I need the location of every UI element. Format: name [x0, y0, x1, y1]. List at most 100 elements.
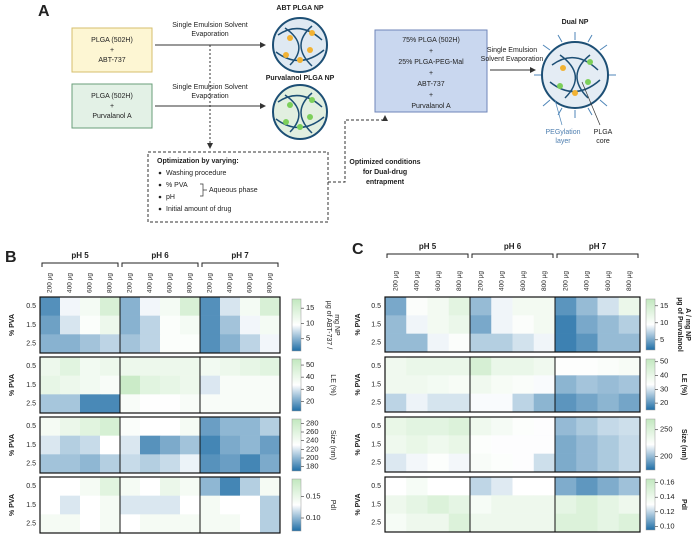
heatmap-cell — [618, 297, 641, 316]
heatmap-cell — [160, 435, 181, 455]
heatmap-cell — [597, 435, 620, 454]
heatmap-cell — [40, 477, 61, 496]
heatmap-cell — [385, 495, 407, 514]
colorbar-tick-label: 5 — [660, 335, 664, 344]
optimized-label: Optimized conditions — [349, 159, 420, 166]
heatmap-cell — [120, 454, 141, 474]
row-label: 2.5 — [371, 520, 381, 527]
heatmap-cell — [260, 315, 281, 335]
row-label: 1.5 — [371, 441, 381, 448]
heatmap-cell — [470, 495, 492, 514]
box-text: + — [429, 92, 433, 99]
heatmap-cell — [220, 394, 241, 414]
heatmap-cell — [260, 357, 281, 376]
colorbar-tick-label: 200 — [306, 453, 319, 462]
heatmap-cell — [406, 333, 428, 353]
heatmap-cell — [100, 315, 121, 335]
heatmap-cell — [140, 435, 161, 455]
y-axis-label: % PVA — [355, 433, 362, 455]
box-text: ABT-737 — [98, 57, 125, 64]
y-axis-label: % PVA — [9, 314, 16, 336]
colorbar — [645, 478, 656, 531]
heatmap-cell — [533, 333, 556, 353]
np-label: ABT PLGA NP — [276, 5, 324, 12]
heatmap-cell — [220, 334, 241, 354]
heatmap-cell — [100, 357, 121, 376]
heatmap-cell — [40, 514, 61, 534]
heatmap-cell — [200, 357, 221, 376]
heatmap-cell — [220, 297, 241, 316]
group-bracket — [121, 262, 199, 267]
heatmap-cell — [100, 495, 121, 515]
group-bracket — [41, 262, 119, 267]
heatmap-cell — [406, 435, 428, 454]
np-abt — [272, 17, 328, 73]
heatmap-cell — [60, 417, 81, 436]
step-label: Single Emulsion Solvent — [172, 84, 248, 91]
heatmap-cell — [160, 495, 181, 515]
block-border — [384, 416, 641, 473]
block-border — [384, 356, 641, 413]
heatmap-cell — [260, 375, 281, 395]
heatmap-cell — [80, 477, 101, 496]
heatmap-cell — [385, 417, 407, 436]
heatmap-cell — [240, 417, 261, 436]
heatmap-cell — [160, 454, 181, 474]
heatmap-cell — [240, 334, 261, 354]
heatmap-cell — [597, 315, 620, 334]
heatmap-cell — [555, 513, 577, 533]
heatmap-cell — [597, 375, 620, 394]
optimized-label: for Dual-drug — [363, 169, 407, 176]
group-label: pH 5 — [419, 242, 437, 251]
heatmap-cell — [385, 375, 407, 394]
column-label: 400 µg — [67, 273, 74, 293]
row-label: 2.5 — [371, 460, 381, 467]
heatmap-cell — [260, 417, 281, 436]
heatmap-cell — [618, 477, 641, 496]
bullet-text: % PVA — [166, 182, 188, 189]
colorbar-tick-label: 220 — [306, 444, 319, 453]
row-label: 1.5 — [26, 442, 36, 449]
heatmap-cell — [140, 315, 161, 335]
colorbar — [645, 418, 656, 471]
heatmap-cell — [140, 417, 161, 436]
column-label: 400 µg — [147, 273, 154, 293]
heatmap-cell — [40, 454, 61, 474]
heatmap-cell — [80, 417, 101, 436]
heatmap-cell — [140, 514, 161, 534]
heatmap-cell — [448, 375, 471, 394]
column-label: 600 µg — [605, 271, 612, 291]
heatmap-cell — [240, 514, 261, 534]
group-label: pH 6 — [504, 242, 522, 251]
heatmap-cell — [491, 297, 513, 316]
y-axis-label: % PVA — [355, 493, 362, 515]
heatmap-cell — [120, 394, 141, 414]
heatmap-cell — [576, 417, 598, 436]
group-bracket — [556, 253, 639, 258]
bullet-text: Washing procedure — [166, 170, 227, 177]
heatmap-cell — [80, 315, 101, 335]
heatmap-cell — [491, 453, 513, 473]
heatmap-cell — [597, 477, 620, 496]
row-label: 1.5 — [26, 322, 36, 329]
heatmap-cell — [160, 514, 181, 534]
heatmap-cell — [576, 333, 598, 353]
y-axis-label: % PVA — [9, 494, 16, 516]
heatmap-cell — [240, 297, 261, 316]
heatmap-cell — [597, 333, 620, 353]
panel-label: A — [38, 3, 50, 20]
heatmap-cell — [555, 495, 577, 514]
heatmap-cell — [100, 375, 121, 395]
heatmap-cell — [448, 393, 471, 413]
heatmap-cell — [180, 315, 201, 335]
heatmap-cell — [60, 315, 81, 335]
heatmap-cell — [60, 375, 81, 395]
optimization-box — [147, 151, 329, 223]
heatmap-cell — [120, 357, 141, 376]
heatmap-cell — [200, 334, 221, 354]
group-label: pH 5 — [71, 251, 89, 260]
heatmap-cell — [533, 477, 556, 496]
colorbar-tick-label: 200 — [660, 452, 673, 461]
colorbar-tick-label: 40 — [660, 371, 668, 380]
heatmap-cell — [60, 514, 81, 534]
